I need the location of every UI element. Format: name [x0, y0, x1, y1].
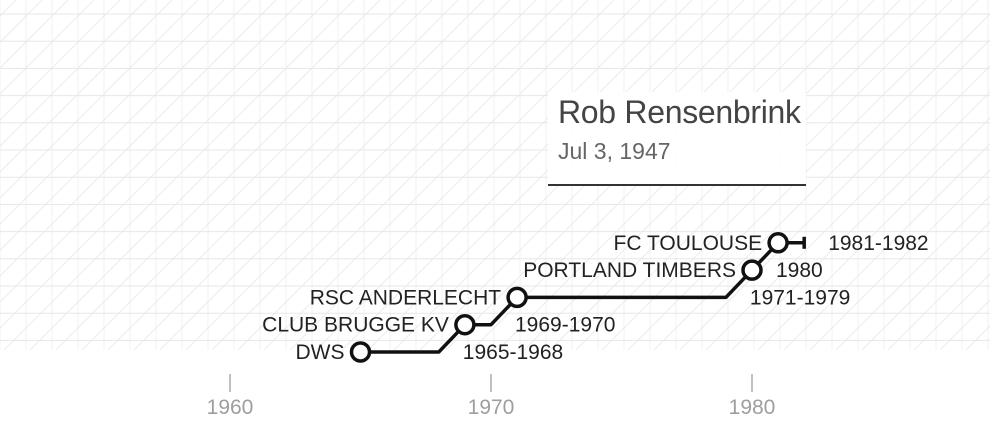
club-period-label: 1971-1979 — [750, 286, 850, 309]
club-start-marker — [741, 259, 763, 281]
club-period-label: 1965-1968 — [463, 341, 563, 364]
club-start-marker — [454, 313, 476, 336]
club-start-marker — [767, 232, 789, 254]
axis-tick-label: 1980 — [729, 396, 776, 419]
club-name-label: FC TOULOUSE — [614, 232, 763, 255]
club-period-label: 1980 — [776, 259, 823, 282]
club-period-label: 1969-1970 — [515, 314, 615, 337]
club-name-label: RSC ANDERLECHT — [310, 286, 502, 309]
club-name-label: CLUB BRUGGE KV — [262, 314, 449, 337]
club-name-label: PORTLAND TIMBERS — [523, 259, 736, 282]
player-card: Rob Rensenbrink Jul 3, 1947 — [548, 92, 806, 186]
club-name-label: DWS — [296, 341, 345, 364]
club-start-marker — [349, 341, 372, 363]
club-start-marker — [506, 286, 528, 309]
axis-tick-label: 1960 — [207, 396, 254, 419]
player-name: Rob Rensenbrink — [558, 94, 801, 130]
player-birth-date: Jul 3, 1947 — [558, 138, 671, 164]
axis-tick-label: 1970 — [468, 396, 515, 419]
grid-lines — [0, 0, 990, 351]
axis-area-background — [0, 350, 990, 432]
club-period-label: 1981-1982 — [828, 232, 928, 255]
